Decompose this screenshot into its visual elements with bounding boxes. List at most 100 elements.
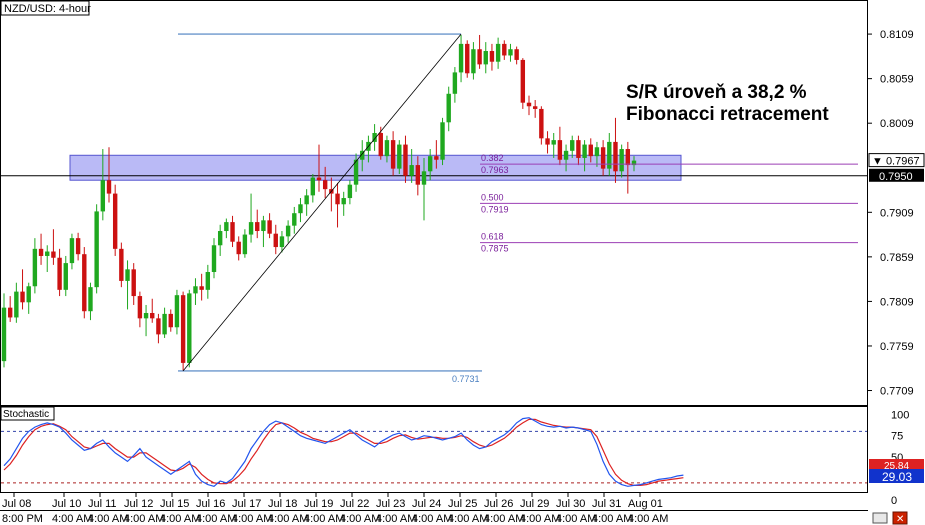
candle-body — [242, 234, 248, 255]
current-price-box — [869, 168, 924, 182]
annotation-line-1: S/R úroveň a 38,2 % — [626, 82, 807, 103]
x-tick-label: Jul 15 — [160, 498, 189, 510]
candle-body — [131, 269, 136, 297]
fib-level-ratio: 0.382 — [481, 153, 504, 163]
candle-body — [563, 150, 569, 160]
chart-title-box — [0, 0, 90, 16]
candle-body — [434, 156, 439, 160]
y-tick-label: 0.7759 — [880, 341, 914, 353]
candle-body — [539, 108, 544, 139]
y-tick-label: 0.8059 — [880, 74, 914, 86]
candle-body — [285, 225, 291, 237]
fib-level-price: 0.7875 — [481, 244, 509, 254]
candle-body — [267, 220, 272, 234]
candle-body — [607, 141, 612, 169]
candle-body — [594, 147, 600, 157]
candle-body — [495, 43, 501, 62]
candle-body — [94, 211, 99, 288]
x-tick-label: Jul 25 — [448, 498, 477, 510]
x-tick-time-label: 4:00 AM — [592, 513, 632, 525]
candle-body — [390, 140, 396, 169]
candle-body — [38, 248, 44, 256]
candle-body — [57, 257, 62, 290]
candle-body — [45, 251, 50, 256]
x-tick-time-label: 4:00 AM — [628, 513, 668, 525]
stochastic-k-box — [869, 469, 924, 483]
stochastic-plot-frame — [0, 406, 868, 493]
candle-body — [409, 165, 414, 176]
candle-body — [421, 171, 427, 185]
candle-body — [378, 132, 383, 157]
x-tick-label: Jul 23 — [376, 498, 405, 510]
chart-title: NZD/USD: 4-hour — [4, 3, 91, 15]
candle-body — [230, 222, 235, 242]
stochastic-d-value: 25.84 — [884, 461, 909, 472]
sr-zone — [69, 154, 682, 181]
candle-body — [316, 177, 322, 181]
candle-body — [51, 251, 56, 258]
candle-body — [502, 43, 507, 56]
x-tick-time-label: 4:00 AM — [196, 513, 236, 525]
fib-level-ratio: 0.500 — [481, 192, 504, 202]
candle-body — [211, 245, 217, 273]
stochastic-label-box — [0, 406, 55, 421]
sr-zone-layer — [69, 154, 682, 181]
candle-body — [551, 140, 556, 145]
candle-body — [75, 238, 81, 255]
candle-body — [483, 51, 488, 65]
x-tick-label: Jul 29 — [520, 498, 549, 510]
stochastic-d-box — [869, 459, 924, 471]
candle-body — [261, 220, 266, 232]
candles-layer — [1, 34, 637, 371]
candle-body — [588, 144, 593, 157]
candle-body — [631, 160, 637, 166]
current-price-label: 0.7950 — [879, 171, 913, 183]
close-button[interactable] — [892, 511, 908, 525]
candle-body — [384, 140, 390, 157]
stochastic-k-line — [3, 417, 684, 487]
candle-body — [600, 147, 606, 169]
candle-body — [465, 43, 470, 74]
fib-trend-line — [182, 33, 462, 372]
candle-body — [335, 193, 340, 205]
candle-body — [452, 72, 458, 94]
candle-body — [236, 241, 241, 255]
candle-body — [69, 238, 75, 264]
candle-body — [570, 140, 575, 151]
scroll-button[interactable] — [872, 512, 888, 524]
candle-body — [477, 49, 482, 65]
candle-body — [143, 312, 149, 319]
price-axis: 0.8109 0.8059 0.8009 0.7909 0.7859 0.7809 0.77… — [868, 29, 925, 398]
candle-body — [162, 313, 167, 335]
y-tick-label: 0.8009 — [880, 118, 914, 130]
candle-body — [508, 49, 513, 56]
x-tick-label: Jul 22 — [340, 498, 369, 510]
stochastic-y-tick-label: 0 — [891, 495, 897, 507]
candle-body — [150, 312, 155, 319]
candle-body — [1, 307, 7, 362]
x-tick-time-label: 4:00 AM — [484, 513, 524, 525]
fib-low-label: 0.7731 — [452, 374, 480, 384]
candle-body — [415, 165, 421, 185]
candle-body — [353, 159, 359, 185]
candle-body — [304, 195, 309, 205]
x-tick-time-label: 4:00 AM — [376, 513, 416, 525]
candle-body — [112, 193, 118, 249]
candle-body — [397, 144, 402, 169]
candle-body — [26, 286, 31, 303]
x-tick-time-label: 4:00 AM — [268, 513, 308, 525]
y-tick-label: 0.7709 — [880, 386, 914, 398]
x-tick-time-label: 8:00 PM — [2, 513, 43, 525]
candle-body — [106, 180, 112, 194]
x-tick-time-label: 4:00 AM — [88, 513, 128, 525]
candle-body — [193, 286, 198, 294]
candle-body — [446, 93, 451, 123]
fibonacci-layer: 0.7731 0.382 0.7963 0.500 0.7919 0.618 0.7875 — [178, 33, 858, 384]
candle-body — [619, 149, 624, 172]
x-tick-label: Jul 12 — [124, 498, 153, 510]
candle-body — [347, 184, 353, 199]
x-tick-time-label: 4:00 AM — [304, 513, 344, 525]
candle-body — [168, 313, 173, 328]
stochastic-k-value: 29.03 — [882, 470, 912, 484]
